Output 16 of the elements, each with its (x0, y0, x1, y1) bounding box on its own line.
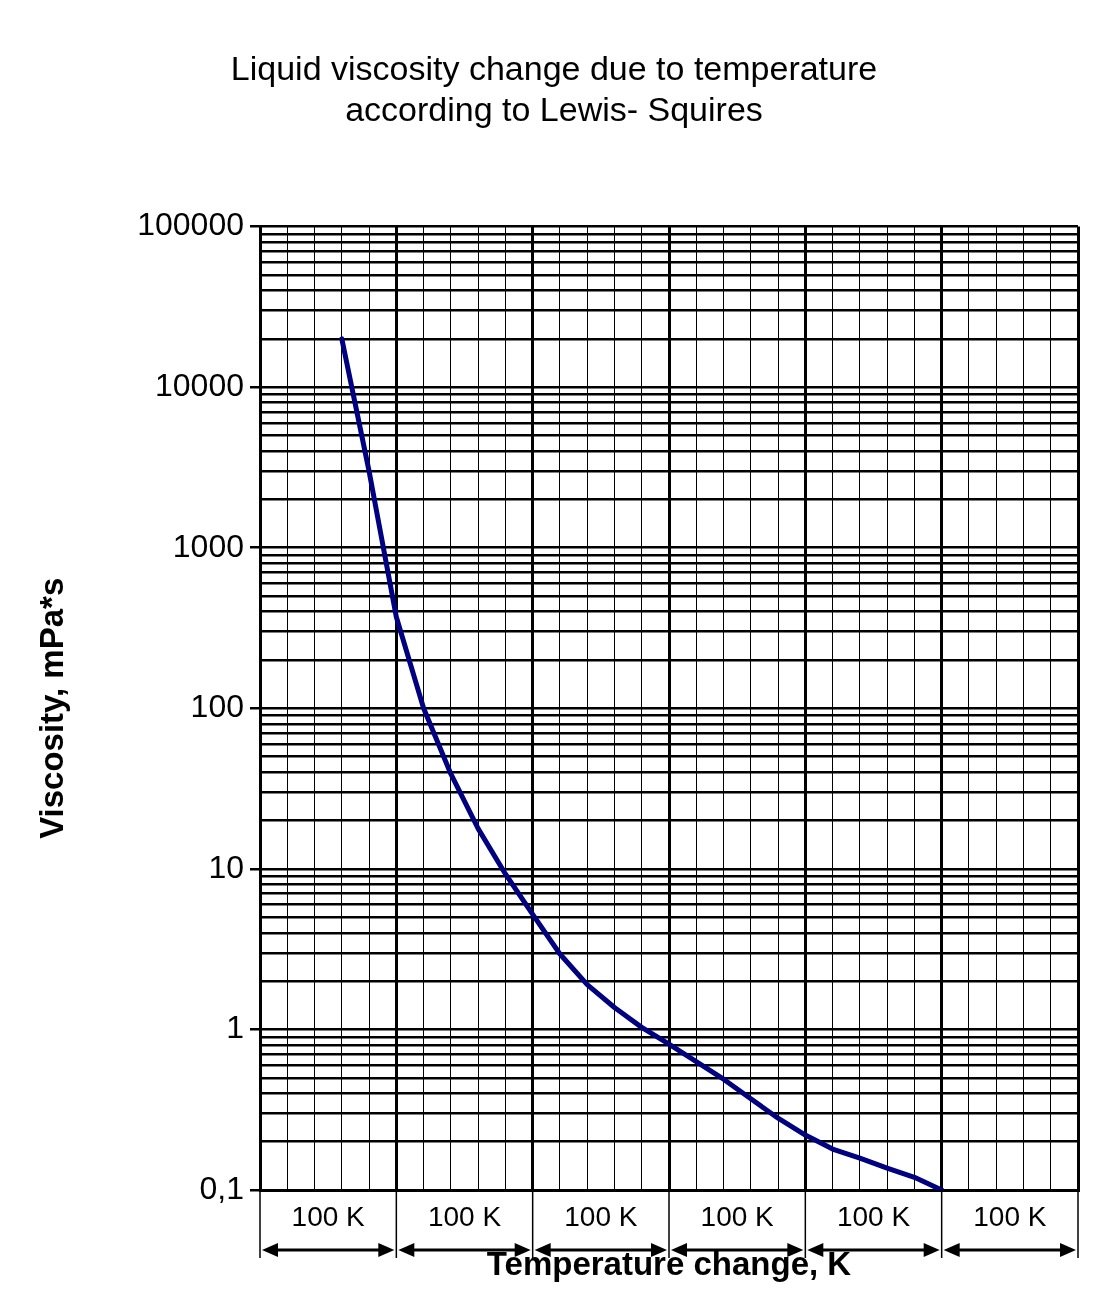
y-axis-title: Viscosity, mPa*s (32, 577, 70, 839)
text: 100 K (427, 1200, 502, 1232)
text: 100 K (973, 1200, 1047, 1232)
y-tick-label: 1000 (172, 527, 244, 564)
y-tick-label: 0,1 (199, 1169, 244, 1206)
y-tick-label: 1 (226, 1009, 244, 1046)
text: 100 K (836, 1200, 911, 1232)
x-axis-title: Temperature change, K (486, 1245, 852, 1283)
text: 100 K (564, 1200, 638, 1232)
y-tick-label: 10 (208, 848, 244, 885)
y-tick-label: 100 (190, 688, 244, 725)
y-tick-label: 100000 (137, 206, 244, 243)
text: 100 K (700, 1200, 775, 1232)
y-tick-label: 10000 (155, 366, 244, 403)
text: 100 K (291, 1200, 366, 1232)
chart-title: Liquid viscosity change due to temperature according to Lewis- Squires (230, 48, 878, 128)
